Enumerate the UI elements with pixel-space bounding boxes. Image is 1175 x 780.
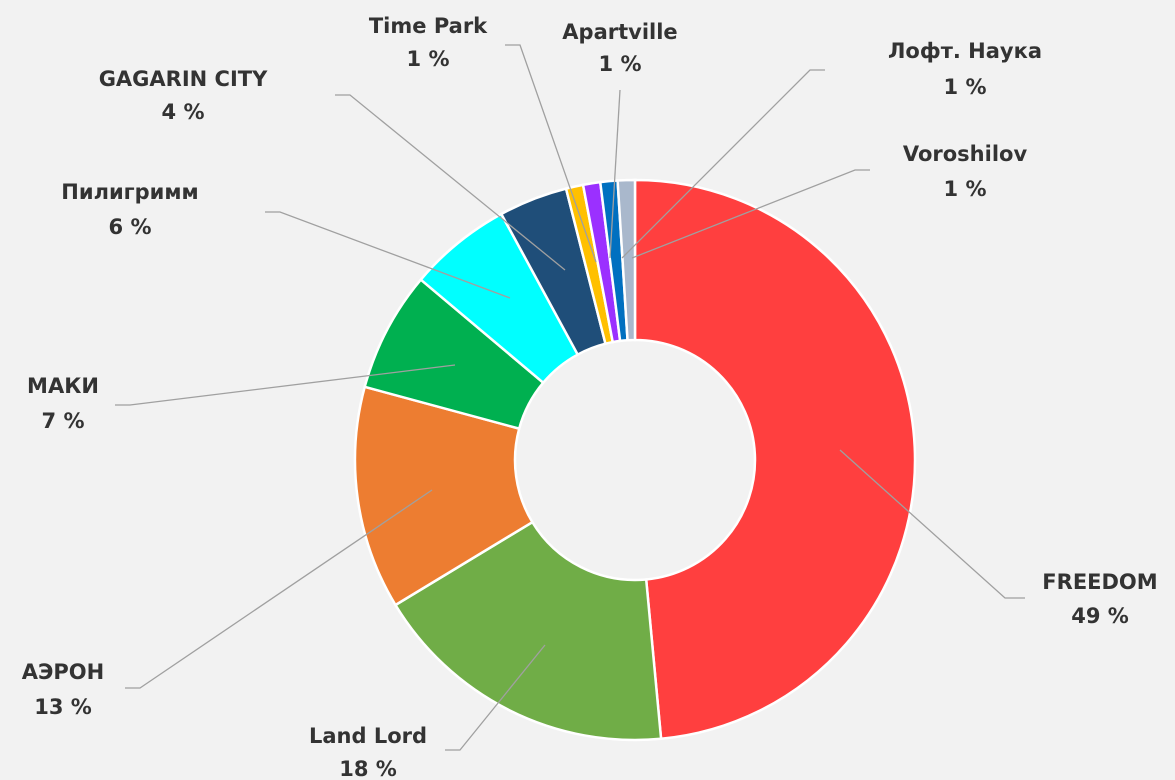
slice-label-name: Лофт. Наука	[888, 39, 1042, 63]
slice-label-name: Пилигримм	[61, 180, 198, 204]
slice-label-value: 18 %	[339, 757, 397, 780]
slice-label-value: 7 %	[42, 409, 85, 433]
leader-line	[505, 44, 597, 263]
slice-label-name: Land Lord	[309, 724, 427, 748]
slice-label-name: АЭРОН	[22, 660, 104, 684]
slice-label-value: 1 %	[944, 75, 987, 99]
slice-label-name: Time Park	[369, 14, 488, 38]
leader-line	[115, 364, 456, 406]
leader-line	[621, 69, 825, 259]
leader-line	[335, 94, 566, 271]
slice-label-value: 1 %	[407, 47, 450, 71]
leader-line	[125, 489, 433, 689]
slice	[616, 178, 637, 342]
slice-label-name: FREEDOM	[1042, 570, 1157, 594]
slice-label-value: 1 %	[944, 177, 987, 201]
leader-line	[445, 644, 546, 751]
slice	[393, 520, 663, 742]
slice-label-name: Voroshilov	[903, 142, 1028, 166]
slice-label-value: 13 %	[34, 695, 92, 719]
slice	[353, 385, 535, 607]
leader-line	[265, 211, 511, 299]
slice-label-name: GAGARIN CITY	[99, 67, 268, 91]
slice-label-value: 4 %	[162, 100, 205, 124]
slice-label-value: 1 %	[599, 52, 642, 76]
leader-line	[631, 169, 870, 259]
slice	[633, 178, 917, 741]
leader-line	[609, 89, 621, 259]
slice-label-name: МАКИ	[27, 374, 99, 398]
slice-label-name: Apartville	[562, 20, 677, 44]
slice-label-value: 6 %	[109, 215, 152, 239]
slice-label-value: 49 %	[1071, 604, 1129, 628]
leader-line	[839, 449, 1025, 599]
